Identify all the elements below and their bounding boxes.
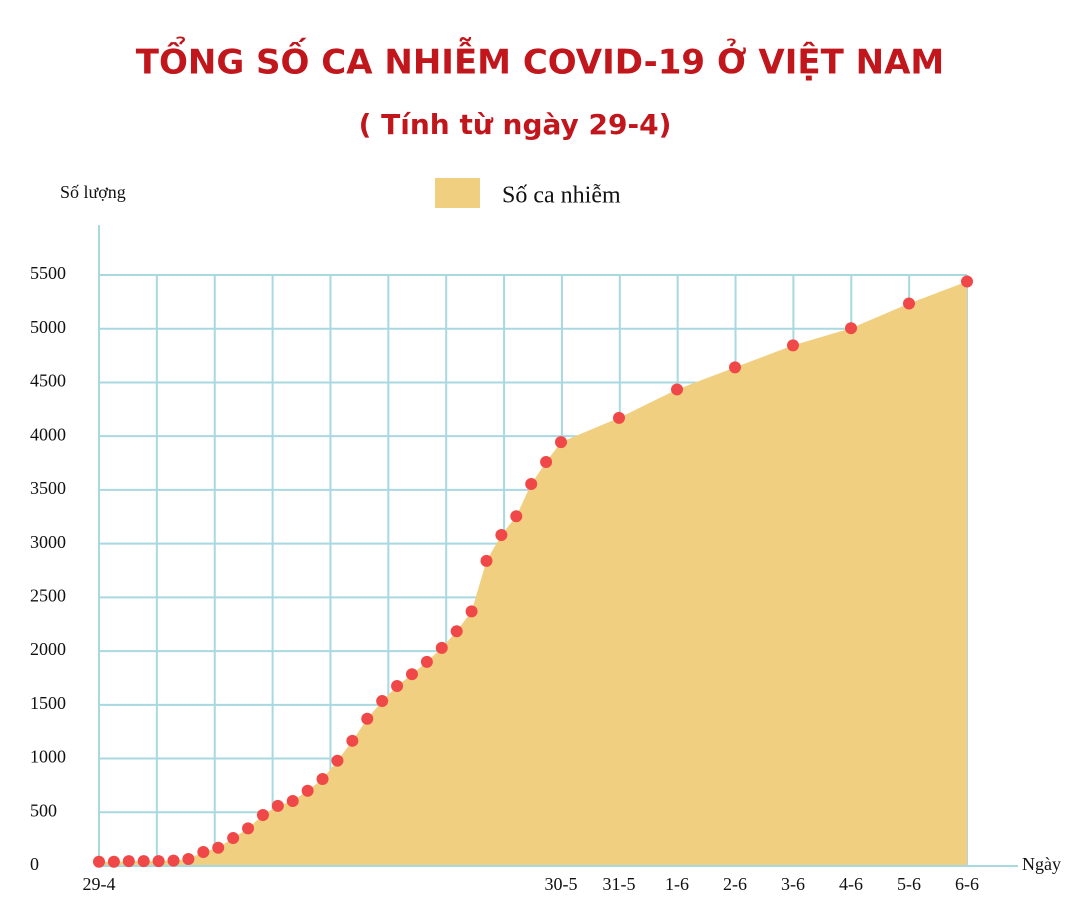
data-point — [242, 822, 255, 835]
data-point — [480, 554, 493, 567]
data-point — [420, 655, 433, 668]
data-point — [961, 275, 973, 288]
data-point — [555, 436, 567, 449]
area — [99, 281, 967, 866]
x-tick-label: 29-4 — [83, 874, 116, 894]
data-point — [107, 855, 120, 868]
x-tick-label: 30-5 — [545, 874, 578, 894]
data-point — [450, 625, 463, 638]
data-point — [671, 383, 683, 396]
data-point — [93, 855, 105, 868]
x-tick-label: 2-6 — [723, 874, 747, 894]
x-tick-label: 31-5 — [603, 874, 636, 894]
y-tick-label: 4000 — [30, 424, 66, 444]
x-tick-label: 6-6 — [955, 874, 979, 894]
data-point — [613, 411, 625, 424]
data-point — [212, 841, 225, 854]
data-point — [197, 846, 210, 859]
data-point — [391, 680, 404, 693]
y-tick-label: 3000 — [30, 532, 66, 552]
y-tick-label: 500 — [30, 800, 57, 820]
data-point — [331, 754, 344, 767]
y-tick-label: 4500 — [30, 371, 66, 391]
legend-label: Số ca nhiễm — [502, 183, 621, 209]
data-point — [182, 853, 195, 866]
data-point — [256, 808, 269, 821]
x-axis-label: Ngày — [1022, 854, 1061, 874]
y-tick-label: 1500 — [30, 693, 66, 713]
data-point — [346, 734, 359, 747]
data-point — [729, 361, 741, 374]
data-point — [465, 605, 478, 618]
data-point — [301, 784, 314, 797]
y-tick-label: 5500 — [30, 263, 66, 283]
data-point — [376, 695, 389, 708]
data-point — [167, 854, 180, 867]
data-point — [903, 297, 915, 310]
data-point — [271, 799, 284, 812]
data-point — [361, 712, 374, 725]
data-point — [137, 855, 150, 868]
y-tick-label: 5000 — [30, 317, 66, 337]
chart-title: TỔNG SỐ CA NHIỄM COVID-19 Ở VIỆT NAM — [136, 36, 944, 83]
x-tick-label: 5-6 — [897, 874, 921, 894]
data-point — [152, 855, 165, 868]
x-tick-label: 4-6 — [839, 874, 863, 894]
data-point — [845, 322, 857, 335]
data-point — [227, 832, 240, 845]
data-point — [495, 529, 508, 542]
data-point — [510, 510, 523, 523]
chart-subtitle: ( Tính từ ngày 29-4) — [359, 108, 672, 141]
y-tick-label: 2500 — [30, 585, 66, 605]
x-tick-label: 1-6 — [665, 874, 689, 894]
data-point — [405, 668, 418, 681]
y-tick-label: 3500 — [30, 478, 66, 498]
y-axis-label: Số lượng — [60, 182, 126, 202]
y-tick-label: 2000 — [30, 639, 66, 659]
x-tick-label: 3-6 — [781, 874, 805, 894]
data-point — [122, 855, 135, 868]
data-point — [286, 794, 299, 807]
data-point — [540, 455, 553, 468]
legend-swatch — [435, 178, 480, 208]
data-point — [525, 477, 538, 490]
data-point — [316, 772, 329, 785]
y-tick-label: 1000 — [30, 747, 66, 767]
data-point — [435, 641, 448, 654]
y-tick-label: 0 — [30, 854, 39, 874]
data-point — [787, 339, 799, 352]
